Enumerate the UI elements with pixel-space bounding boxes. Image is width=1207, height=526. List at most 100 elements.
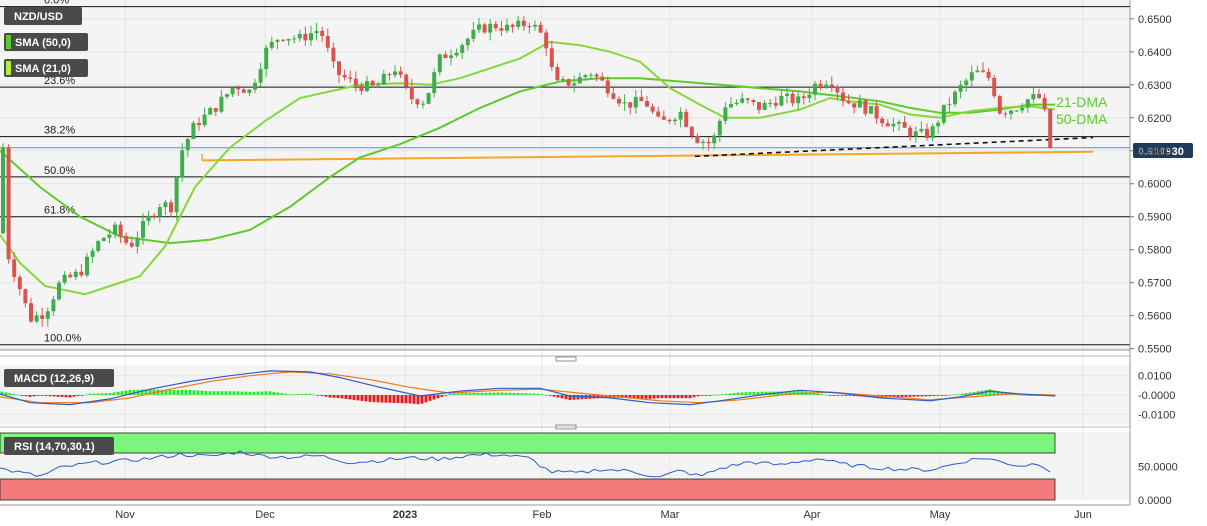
- rsi-oversold-zone: [0, 478, 1056, 501]
- candle-down: [348, 77, 353, 79]
- macd-signal-line: [0, 371, 1056, 404]
- fib-level-label: 100.0%: [44, 333, 82, 345]
- candle-up: [45, 311, 50, 319]
- candle-down: [925, 128, 929, 139]
- candle-down: [197, 122, 201, 126]
- candle-down: [684, 111, 689, 127]
- macd-histogram-bar: [32, 395, 36, 397]
- macd-histogram-bar: [912, 395, 916, 397]
- macd-histogram-bar: [228, 391, 232, 395]
- macd-histogram-bar: [256, 391, 260, 395]
- panel-resize-handle-2[interactable]: [555, 424, 577, 430]
- macd-histogram-bar: [644, 395, 648, 399]
- price-tick-label: 0.5600: [1138, 311, 1172, 323]
- fib-level-label: 38.2%: [44, 125, 75, 137]
- macd-histogram-bar: [840, 395, 844, 396]
- fib-level-label: 50.0%: [44, 165, 75, 177]
- macd-histogram-bar: [748, 392, 752, 395]
- rsi-indicator: [0, 450, 1051, 478]
- candle-up: [622, 102, 627, 104]
- macd-histogram-bar: [656, 395, 660, 399]
- macd-histogram-bar: [468, 393, 472, 395]
- candle-down: [325, 35, 330, 48]
- macd-histogram-bar: [68, 395, 72, 398]
- candle-up: [157, 207, 162, 217]
- macd-histogram-bar: [460, 393, 464, 395]
- candle-up: [734, 102, 739, 105]
- candle-up: [460, 45, 465, 53]
- macd-histogram-bar: [868, 395, 872, 397]
- candle-up: [678, 111, 683, 120]
- macd-histogram-bar: [972, 391, 976, 395]
- macd-histogram-bar: [288, 394, 292, 396]
- candle-down: [23, 289, 28, 304]
- macd-histogram-bar: [208, 391, 212, 395]
- macd-histogram-bar: [632, 395, 636, 399]
- symbol-tag[interactable]: [4, 7, 82, 25]
- support-trend-line: [201, 150, 1094, 162]
- price-tick-label: 0.6300: [1138, 80, 1172, 92]
- sma50-tag[interactable]: [4, 33, 88, 51]
- macd-histogram-bar: [440, 395, 444, 397]
- macd-histogram-bar: [348, 395, 352, 400]
- candle-up: [269, 41, 274, 48]
- candle-down: [1037, 94, 1041, 98]
- macd-histogram-bar: [852, 395, 856, 397]
- candle-down: [605, 80, 610, 94]
- macd-histogram-bar: [432, 395, 436, 400]
- macd-histogram-bar: [812, 392, 816, 395]
- candle-down: [841, 92, 845, 102]
- macd-histogram-bar: [376, 395, 380, 403]
- macd-histogram-bar: [56, 395, 60, 397]
- candle-down: [320, 30, 325, 36]
- macd-histogram-bar: [836, 395, 840, 396]
- macd-histogram-bar: [600, 395, 604, 399]
- macd-histogram-bar: [668, 395, 672, 399]
- candle-down: [331, 47, 336, 62]
- price-tick-label: 0.6400: [1138, 47, 1172, 59]
- candle-up: [1, 147, 5, 234]
- sma21-tag[interactable]: [4, 59, 88, 77]
- time-tick-label: Dec: [255, 509, 275, 521]
- macd-histogram-bar: [24, 395, 28, 397]
- panel-resize-handle-1[interactable]: [555, 356, 577, 362]
- trend-lines: [201, 136, 1094, 162]
- price-tick-label: 0.6500: [1138, 14, 1172, 26]
- macd-histogram-bar: [664, 395, 668, 399]
- macd-histogram-bar: [844, 395, 848, 396]
- candle-up: [180, 150, 185, 178]
- macd-histogram-bar: [272, 391, 276, 395]
- macd-histogram-bar: [392, 395, 396, 403]
- time-tick-label: Jun: [1074, 509, 1092, 521]
- macd-histogram-bar: [132, 389, 136, 395]
- macd-histogram-bar: [204, 390, 208, 395]
- price-tick-label: 0.6000: [1138, 179, 1172, 191]
- macd-histogram-bar: [552, 395, 556, 397]
- candle-up: [135, 237, 140, 247]
- macd-histogram-bar: [500, 392, 504, 395]
- macd-histogram-bar: [72, 395, 76, 397]
- macd-histogram-bar: [712, 394, 716, 396]
- macd-histogram-bar: [308, 393, 312, 395]
- macd-tag[interactable]: [4, 369, 114, 387]
- macd-histogram-bar: [760, 391, 764, 395]
- candle-down: [241, 89, 246, 93]
- rsi-tag[interactable]: [4, 437, 114, 455]
- macd-histogram-bar: [180, 389, 184, 395]
- macd-label: MACD (12,26,9): [14, 373, 94, 385]
- candle-up: [101, 237, 106, 242]
- macd-histogram-bar: [520, 393, 524, 395]
- candle-up: [712, 135, 717, 144]
- macd-histogram-bar: [724, 393, 728, 395]
- price-tick-label: 0.6100: [1138, 146, 1172, 158]
- candle-down: [499, 28, 504, 31]
- candle-up: [1031, 94, 1036, 100]
- macd-histogram-bar: [264, 391, 268, 395]
- candle-up: [969, 72, 974, 81]
- macd-histogram-bar: [576, 395, 580, 400]
- candle-up: [163, 202, 168, 208]
- price-tick-label: 0.6200: [1138, 113, 1172, 125]
- moving-averages: [0, 40, 1056, 296]
- candle-down: [874, 106, 879, 119]
